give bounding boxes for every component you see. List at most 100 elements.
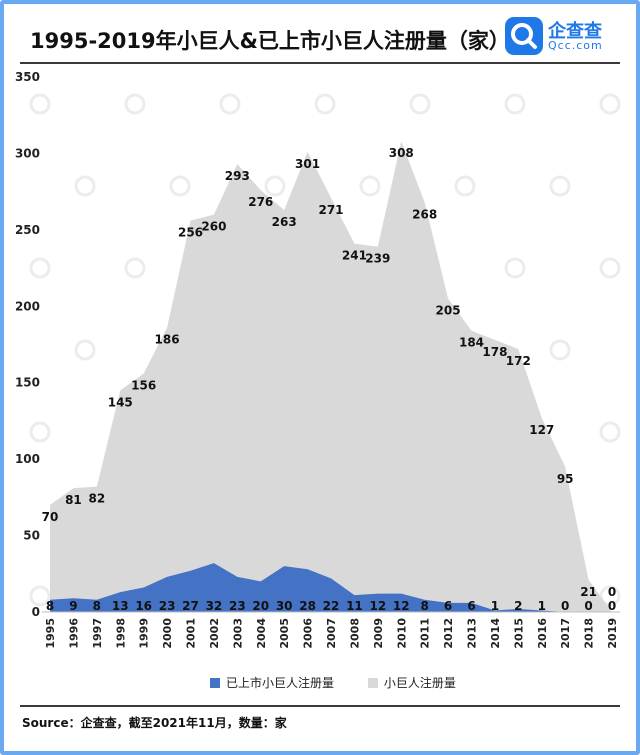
- data-label-listed: 16: [135, 599, 152, 613]
- source-note: Source：企查查，截至2021年11月，数量：家: [22, 716, 287, 730]
- data-label-listed: 12: [369, 599, 386, 613]
- watermark-icon: [599, 257, 621, 279]
- data-label-total: 81: [65, 493, 82, 507]
- y-tick-label: 200: [15, 299, 40, 313]
- watermark-icon: [359, 175, 381, 197]
- x-tick-label: 2017: [559, 618, 572, 649]
- x-tick-label: 2009: [372, 618, 385, 649]
- watermark-icon: [549, 339, 571, 361]
- watermark-icon: [409, 93, 431, 115]
- x-tick-label: 1999: [138, 618, 151, 649]
- y-tick-label: 300: [15, 146, 40, 160]
- x-tick-label: 2013: [466, 618, 479, 649]
- watermark-icon: [504, 257, 526, 279]
- data-label-listed: 22: [323, 599, 340, 613]
- x-tick-label: 2002: [208, 618, 221, 649]
- watermark-icon: [264, 175, 286, 197]
- data-label-total: 82: [88, 492, 105, 506]
- x-tick-label: 2007: [325, 618, 338, 649]
- data-label-total: 256: [178, 226, 203, 240]
- data-label-listed: 23: [159, 599, 176, 613]
- title-divider: [20, 62, 620, 64]
- watermark-icon: [29, 93, 51, 115]
- data-label-listed: 27: [182, 599, 199, 613]
- data-label-listed: 11: [346, 599, 363, 613]
- watermark-icon: [29, 585, 51, 607]
- watermark-icon: [599, 93, 621, 115]
- data-label-total: 239: [365, 252, 390, 266]
- data-label-total: 0: [608, 585, 616, 599]
- legend-label-listed: 已上市小巨人注册量: [226, 676, 335, 690]
- x-tick-label: 2011: [419, 618, 432, 649]
- legend-swatch-listed: [210, 678, 220, 688]
- watermark-icon: [219, 93, 241, 115]
- x-tick-label: 2001: [185, 618, 198, 649]
- legend-item-listed: 已上市小巨人注册量: [210, 674, 334, 691]
- x-tick-label: 1995: [44, 618, 57, 649]
- data-label-listed: 12: [393, 599, 410, 613]
- series-area-total: [50, 141, 612, 612]
- watermark-icon: [169, 175, 191, 197]
- data-label-total: 276: [248, 195, 273, 209]
- watermark-icon: [74, 339, 96, 361]
- series-area-listed: [50, 563, 612, 612]
- magnifier-q-icon: [505, 17, 543, 55]
- logo-brand-en: Qcc.com: [548, 39, 603, 52]
- x-tick-label: 2006: [302, 618, 315, 649]
- legend-swatch-total: [367, 678, 378, 688]
- y-tick-label: 50: [23, 529, 40, 543]
- data-label-listed: 28: [299, 599, 316, 613]
- x-tick-label: 2018: [583, 618, 596, 649]
- data-label-total: 21: [580, 585, 597, 599]
- data-label-total: 184: [459, 336, 484, 350]
- y-tick-label: 250: [15, 223, 40, 237]
- watermark-icon: [314, 93, 336, 115]
- data-label-total: 186: [155, 333, 180, 347]
- x-tick-label: 2000: [161, 618, 174, 649]
- y-tick-label: 150: [15, 376, 40, 390]
- watermark-icon: [599, 421, 621, 443]
- data-label-listed: 20: [252, 599, 269, 613]
- x-tick-label: 2008: [348, 618, 361, 649]
- x-tick-label: 2010: [395, 618, 408, 649]
- data-label-total: 127: [529, 423, 554, 437]
- watermark-icon: [454, 175, 476, 197]
- data-label-listed: 0: [561, 599, 569, 613]
- data-label-total: 70: [42, 510, 59, 524]
- data-label-listed: 6: [467, 599, 475, 613]
- data-label-total: 145: [108, 395, 133, 409]
- legend-item-total: 小巨人注册量: [367, 674, 456, 691]
- x-tick-label: 2012: [442, 618, 455, 649]
- watermark-icon: [124, 93, 146, 115]
- data-label-total: 293: [225, 169, 250, 183]
- data-label-total: 308: [389, 146, 414, 160]
- x-tick-label: 1997: [91, 618, 104, 649]
- data-label-listed: 23: [229, 599, 246, 613]
- legend-label-total: 小巨人注册量: [383, 676, 456, 690]
- data-label-listed: 32: [206, 599, 223, 613]
- data-label-listed: 8: [93, 599, 101, 613]
- data-label-listed: 1: [538, 599, 546, 613]
- data-label-total: 260: [201, 220, 226, 234]
- data-label-listed: 0: [608, 599, 616, 613]
- source-divider: [20, 705, 620, 707]
- logo-brand-cn: 企查查: [548, 21, 602, 42]
- y-tick-label: 0: [32, 605, 40, 619]
- x-tick-label: 2005: [278, 618, 291, 649]
- data-label-total: 172: [506, 354, 531, 368]
- x-tick-label: 2004: [255, 618, 268, 649]
- data-label-total: 263: [272, 215, 297, 229]
- data-label-total: 268: [412, 207, 437, 221]
- data-label-listed: 8: [46, 599, 54, 613]
- data-label-listed: 2: [514, 599, 522, 613]
- watermark-icon: [29, 421, 51, 443]
- data-label-listed: 0: [584, 599, 592, 613]
- x-tick-label: 1998: [114, 618, 127, 649]
- x-tick-label: 2003: [231, 618, 244, 649]
- area-layer: [50, 141, 612, 612]
- data-label-total: 156: [131, 379, 156, 393]
- watermark-icon: [74, 175, 96, 197]
